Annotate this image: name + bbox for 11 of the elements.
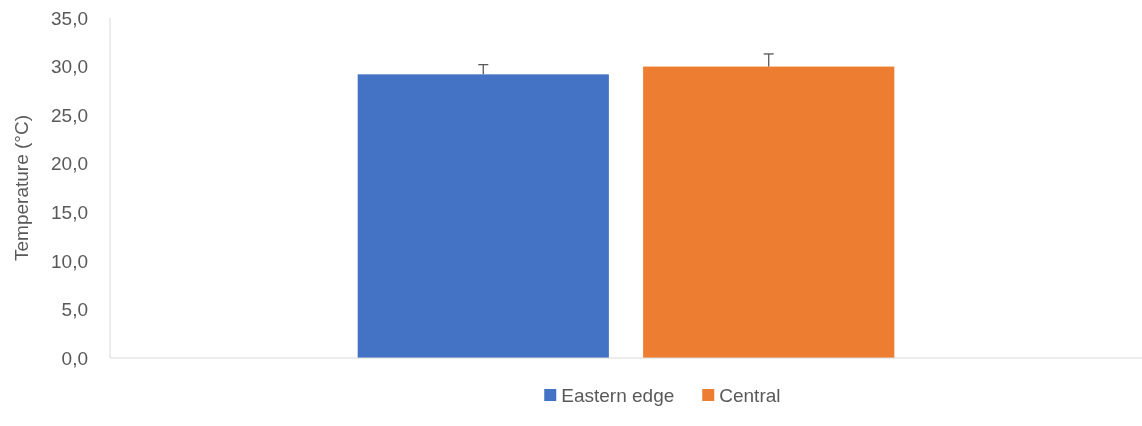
y-tick-label: 15,0 [51, 201, 88, 223]
y-tick-label: 20,0 [51, 153, 88, 175]
y-tick-label: 25,0 [51, 104, 88, 126]
y-tick-label: 0,0 [61, 347, 88, 369]
legend-label: Eastern edge [561, 384, 675, 406]
y-tick-label: 30,0 [51, 56, 88, 78]
legend-label: Central [719, 384, 781, 406]
y-axis-title: Temperature (°C) [11, 115, 32, 261]
y-tick-label: 10,0 [51, 250, 88, 272]
y-tick-label: 5,0 [61, 299, 88, 321]
y-tick-label: 35,0 [51, 7, 88, 29]
